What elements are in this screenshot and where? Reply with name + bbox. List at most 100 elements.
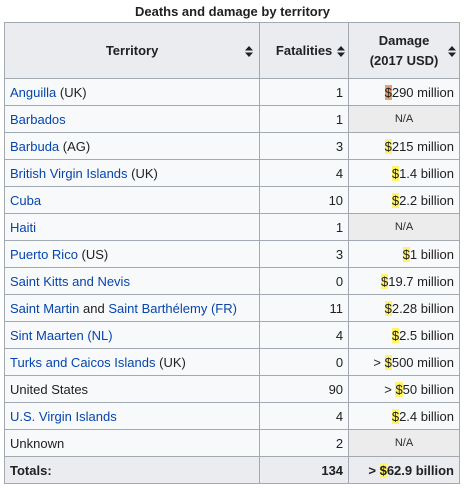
fatalities-cell: 1 [259, 78, 350, 106]
damage-cell: N/A [348, 429, 460, 457]
fatalities-cell: 4 [259, 321, 350, 349]
damage-cell: $19.7 million [348, 267, 460, 295]
damage-value: N/A [394, 437, 414, 449]
damage-cell: > $50 billion [348, 375, 460, 403]
table-row: British Virgin Islands (UK) 4 $1.4 billion [3, 159, 460, 187]
territory-link[interactable]: Sint Maarten [10, 327, 84, 343]
territory-cell: Barbuda (AG) [3, 132, 261, 160]
territory-link[interactable]: Anguilla [10, 84, 57, 100]
fatalities-cell: 4 [259, 159, 350, 187]
damage-value: $500 million [384, 354, 454, 370]
territory-link[interactable]: Saint Kitts and Nevis [10, 273, 130, 289]
damage-value: $2.5 billion [391, 327, 454, 343]
header-text: Damage [378, 32, 430, 48]
header-cell: Fatalities [259, 22, 350, 79]
damage-cell: N/A [348, 105, 460, 133]
damage-value: $62.9 billion [379, 462, 454, 478]
territory-text: (US) [81, 246, 109, 262]
damage-value: $1 billion [402, 246, 454, 262]
damage-value: $2.4 billion [391, 408, 454, 424]
table-row: Anguilla (UK) 1 $290 million [3, 78, 460, 106]
damage-cell: > $62.9 billion [348, 456, 460, 484]
table-row: Haiti 1 N/A [3, 213, 460, 241]
header-text: (2017 USD) [369, 52, 439, 68]
territory-link[interactable]: (FR) [210, 300, 237, 316]
territory-link[interactable]: Puerto Rico [10, 246, 78, 262]
damage-value: $2.2 billion [391, 192, 454, 208]
fatalities-cell: 4 [259, 402, 350, 430]
table-row: U.S. Virgin Islands 4 $2.4 billion [3, 402, 460, 430]
territory-cell: Unknown [3, 429, 261, 457]
territory-cell: Saint Kitts and Nevis [3, 267, 261, 295]
data-table: Territory Fatalities Damage (2017 USD) An… [3, 22, 460, 484]
territory-link[interactable]: Cuba [10, 192, 42, 208]
damage-cell: > $500 million [348, 348, 460, 376]
territory-cell: Barbados [3, 105, 261, 133]
territory-cell: U.S. Virgin Islands [3, 402, 261, 430]
sort-icon[interactable] [245, 46, 254, 57]
fatalities-cell: 10 [259, 186, 350, 214]
table-row: Barbados 1 N/A [3, 105, 460, 133]
table-row: Barbuda (AG) 3 $215 million [3, 132, 460, 160]
header-cell: Territory [3, 22, 261, 79]
territory-text: (UK) [59, 84, 87, 100]
damage-value: N/A [394, 113, 414, 125]
fatalities-cell: 3 [259, 240, 350, 268]
damage-cell: $1.4 billion [348, 159, 460, 187]
territory-link[interactable]: (NL) [87, 327, 113, 343]
fatalities-cell: 2 [259, 429, 350, 457]
fatalities-cell: 134 [259, 456, 350, 484]
damage-value: $19.7 million [381, 273, 454, 289]
damage-cell: $215 million [348, 132, 460, 160]
damage-cell: $2.28 billion [348, 294, 460, 322]
territory-cell: Cuba [3, 186, 261, 214]
territory-text: (UK) [159, 354, 186, 370]
table-caption: Deaths and damage by territory [134, 4, 331, 19]
sort-icon[interactable] [337, 46, 346, 57]
damage-value: $50 billion [395, 381, 454, 397]
territory-link[interactable]: Barbados [10, 111, 66, 127]
territory-link[interactable]: Turks and Caicos Islands [10, 354, 156, 370]
territory-text: (UK) [131, 165, 158, 181]
territory-link[interactable]: Haiti [10, 219, 37, 235]
damage-value: $2.28 billion [384, 300, 454, 316]
table-row: Turks and Caicos Islands (UK) 0 > $500 mil… [3, 348, 460, 376]
damage-value: $290 million [384, 84, 454, 100]
territory-cell: British Virgin Islands (UK) [3, 159, 261, 187]
sort-icon[interactable] [448, 46, 456, 57]
territory-link[interactable]: Saint Barthélemy [108, 300, 208, 316]
header-text: Fatalities [275, 43, 333, 58]
damage-prefix: > [384, 381, 392, 397]
fatalities-cell: 1 [259, 105, 350, 133]
territory-cell: Puerto Rico (US) [3, 240, 261, 268]
territory-text: United States [10, 381, 89, 397]
fatalities-cell: 0 [259, 267, 350, 295]
territory-link[interactable]: Barbuda [10, 138, 60, 154]
territory-cell: Haiti [3, 213, 261, 241]
table-row: Puerto Rico (US) 3 $1 billion [3, 240, 460, 268]
damage-cell: $290 million [348, 78, 460, 106]
territory-text: and [83, 300, 105, 316]
totals-label: Totals: [3, 456, 261, 484]
territory-cell: Anguilla (UK) [3, 78, 261, 106]
table-body: Anguilla (UK) 1 $290 million Barbados 1 N/A Ba… [3, 78, 460, 484]
damage-value: $215 million [384, 138, 454, 154]
territory-link[interactable]: British Virgin Islands [10, 165, 128, 181]
damage-prefix: > [373, 354, 381, 370]
territory-link[interactable]: Saint Martin [10, 300, 80, 316]
damage-cell: $2.2 billion [348, 186, 460, 214]
territory-cell: Saint Martin and Saint Barthélemy (FR) [3, 294, 261, 322]
fatalities-cell: 0 [259, 348, 350, 376]
table-row: Saint Kitts and Nevis 0 $19.7 million [3, 267, 460, 295]
damage-cell: $2.5 billion [348, 321, 460, 349]
table-head: Territory Fatalities Damage (2017 USD) [3, 22, 460, 79]
fatalities-cell: 90 [259, 375, 350, 403]
fatalities-cell: 3 [259, 132, 350, 160]
totals-row: Totals: 134 > $62.9 billion [3, 456, 460, 484]
territory-link[interactable]: U.S. Virgin Islands [10, 408, 117, 424]
table-row: United States 90 > $50 billion [3, 375, 460, 403]
territory-text: Unknown [10, 435, 65, 451]
damage-prefix: > [368, 462, 376, 478]
damage-value: $1.4 billion [391, 165, 454, 181]
territory-cell: United States [3, 375, 261, 403]
